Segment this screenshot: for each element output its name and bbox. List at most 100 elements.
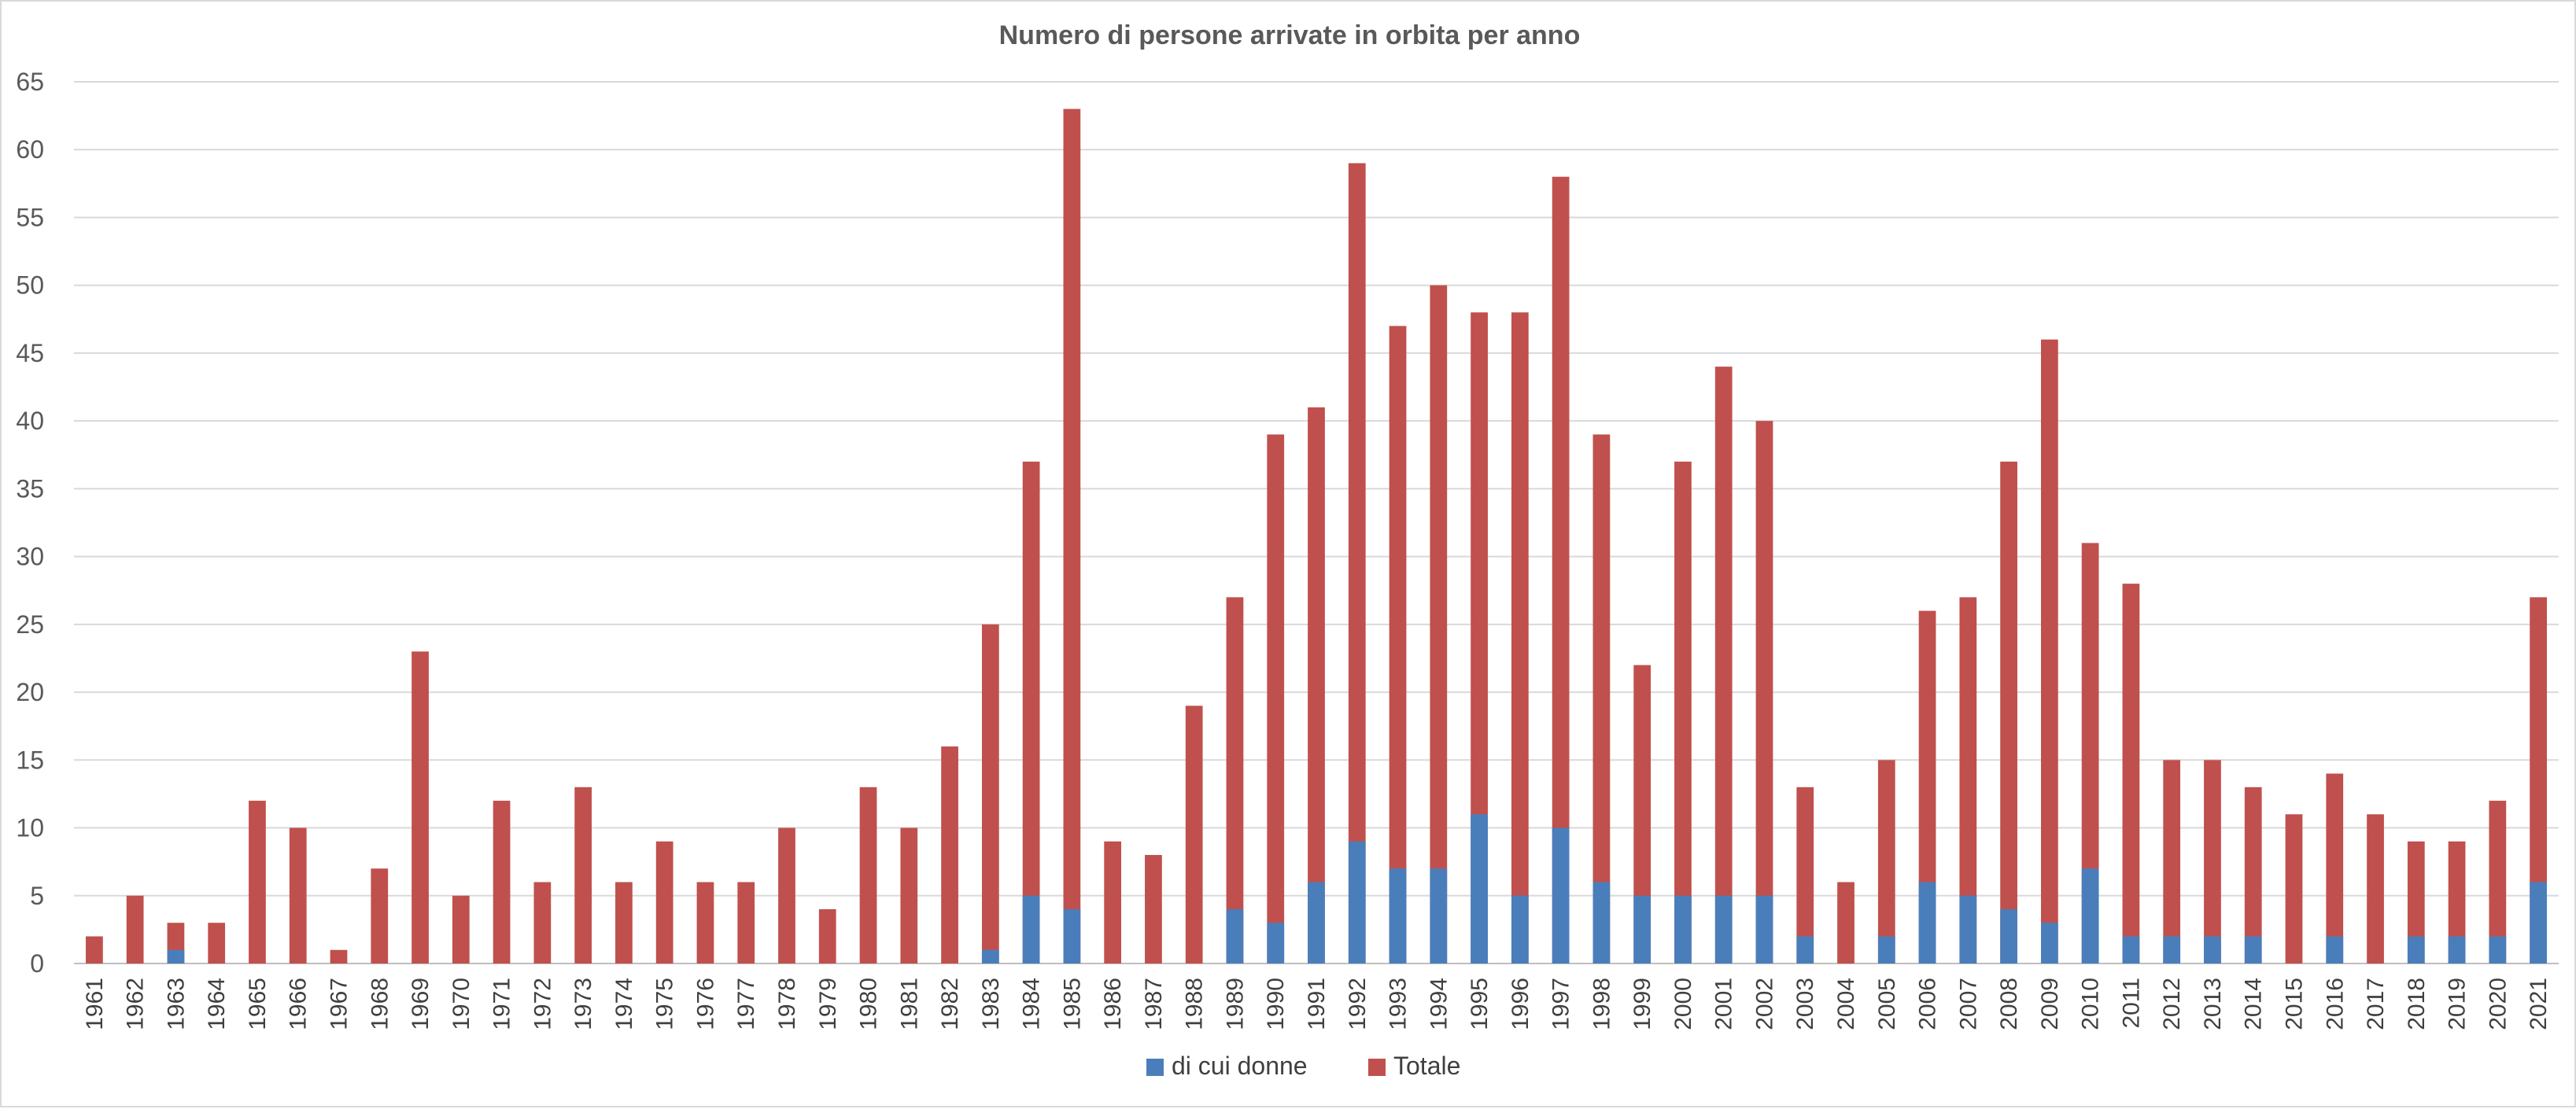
- bar-donne-2010: [2081, 868, 2099, 963]
- x-tick-label: 1966: [286, 978, 312, 1030]
- bar-totale-1997: [1552, 176, 1570, 963]
- y-tick-label: 15: [16, 746, 44, 774]
- bar-donne-2013: [2204, 936, 2221, 963]
- bar-totale-1991: [1308, 407, 1325, 963]
- y-axis-labels: 0 5 10 15 20 25 30 35 40 45 50 55 60 65: [16, 68, 44, 978]
- bar-totale-1996: [1511, 312, 1529, 964]
- bar-donne-1993: [1389, 868, 1407, 963]
- bar-donne-1994: [1430, 868, 1448, 963]
- x-tick-label: 2014: [2241, 978, 2267, 1030]
- bar-totale-1979: [818, 909, 836, 963]
- bar-donne-2006: [1918, 882, 1936, 963]
- bar-totale-2016: [2326, 773, 2344, 963]
- bar-totale-1990: [1267, 434, 1285, 963]
- x-tick-label: 2001: [1711, 978, 1737, 1030]
- x-tick-label: 1970: [448, 978, 474, 1030]
- y-tick-label: 45: [16, 339, 44, 367]
- x-tick-label: 1965: [245, 978, 271, 1030]
- x-tick-label: 2002: [1751, 978, 1777, 1030]
- bar-donne-1985: [1063, 909, 1081, 963]
- x-tick-label: 2016: [2322, 978, 2348, 1030]
- x-tick-label: 1983: [978, 978, 1004, 1030]
- x-tick-label: 2009: [2037, 978, 2063, 1030]
- x-tick-label: 1963: [163, 978, 189, 1030]
- bar-donne-2021: [2530, 882, 2547, 963]
- x-tick-label: 2018: [2404, 978, 2430, 1030]
- chart-title: Numero di persone arrivate in orbita per…: [999, 20, 1581, 50]
- legend: di cui donne Totale: [1146, 1052, 1460, 1080]
- legend-label: Totale: [1393, 1052, 1460, 1080]
- y-tick-label: 25: [16, 610, 44, 639]
- x-tick-label: 1992: [1345, 978, 1371, 1030]
- x-tick-label: 2017: [2363, 978, 2389, 1030]
- x-tick-label: 1971: [489, 978, 515, 1030]
- bar-totale-2011: [2122, 584, 2140, 963]
- bar-donne-2020: [2489, 936, 2507, 963]
- y-tick-label: 65: [16, 68, 44, 96]
- bar-donne-1995: [1471, 814, 1488, 963]
- x-tick-label: 1982: [937, 978, 963, 1030]
- x-tick-label: 2012: [2159, 978, 2185, 1030]
- bar-donne-2005: [1877, 936, 1895, 963]
- x-tick-label: 2021: [2526, 978, 2552, 1030]
- bar-totale-2007: [1959, 597, 1977, 963]
- x-tick-label: 2020: [2485, 978, 2511, 1030]
- bar-totale-1981: [900, 827, 918, 963]
- bar-donne-1992: [1348, 841, 1366, 963]
- x-tick-label: 1996: [1508, 978, 1533, 1030]
- bar-totale-1993: [1389, 326, 1407, 963]
- bar-totale-1971: [493, 801, 511, 963]
- bar-totale-1968: [371, 868, 389, 963]
- bar-totale-1967: [330, 949, 348, 963]
- bar-totale-1992: [1348, 163, 1366, 963]
- y-tick-label: 10: [16, 814, 44, 842]
- x-tick-label: 2007: [1955, 978, 1981, 1030]
- bar-donne-2008: [2000, 909, 2017, 963]
- bar-totale-1978: [778, 827, 795, 963]
- x-tick-label: 2003: [1792, 978, 1818, 1030]
- x-tick-label: 1998: [1589, 978, 1615, 1030]
- x-tick-label: 2005: [1874, 978, 1900, 1030]
- y-tick-label: 30: [16, 543, 44, 571]
- bar-donne-2007: [1959, 895, 1977, 963]
- x-tick-label: 1978: [774, 978, 800, 1030]
- bar-donne-2000: [1674, 895, 1692, 963]
- x-tick-label: 2008: [1996, 978, 2022, 1030]
- bar-totale-2003: [1796, 787, 1814, 963]
- bar-totale-2021: [2530, 597, 2547, 963]
- bar-totale-1962: [126, 895, 144, 963]
- bar-donne-1984: [1022, 895, 1040, 963]
- bar-donne-1997: [1552, 827, 1570, 963]
- bar-donne-2011: [2122, 936, 2140, 963]
- bar-donne-1998: [1592, 882, 1611, 963]
- bar-totale-2008: [2000, 461, 2017, 963]
- bar-totale-2001: [1714, 367, 1733, 964]
- bar-donne-2016: [2326, 936, 2344, 963]
- x-tick-label: 1979: [815, 978, 841, 1030]
- bar-donne-1990: [1267, 923, 1285, 963]
- bar-totale-2009: [2040, 339, 2058, 964]
- bar-totale-1985: [1063, 109, 1081, 963]
- x-tick-label: 2000: [1670, 978, 1696, 1030]
- bar-totale-1965: [249, 801, 266, 963]
- x-tick-label: 1973: [570, 978, 596, 1030]
- x-tick-label: 1987: [1141, 978, 1167, 1030]
- x-tick-label: 1961: [82, 978, 108, 1030]
- x-tick-label: 1991: [1304, 978, 1330, 1030]
- y-tick-label: 0: [30, 949, 44, 978]
- x-tick-label: 1972: [530, 978, 555, 1030]
- x-tick-label: 1981: [896, 978, 922, 1030]
- bar-totale-2012: [2163, 760, 2181, 963]
- bar-donne-2018: [2407, 936, 2425, 963]
- bars: [86, 109, 2547, 964]
- bar-totale-2006: [1918, 610, 1936, 963]
- x-tick-label: 2015: [2281, 978, 2307, 1030]
- bar-totale-1975: [655, 841, 674, 963]
- bar-totale-1972: [533, 882, 552, 963]
- bar-donne-1989: [1226, 909, 1244, 963]
- y-tick-label: 35: [16, 474, 44, 503]
- x-tick-label: 1999: [1629, 978, 1655, 1030]
- bar-totale-1999: [1633, 665, 1652, 963]
- x-tick-label: 1977: [733, 978, 759, 1030]
- x-tick-label: 1964: [204, 978, 230, 1030]
